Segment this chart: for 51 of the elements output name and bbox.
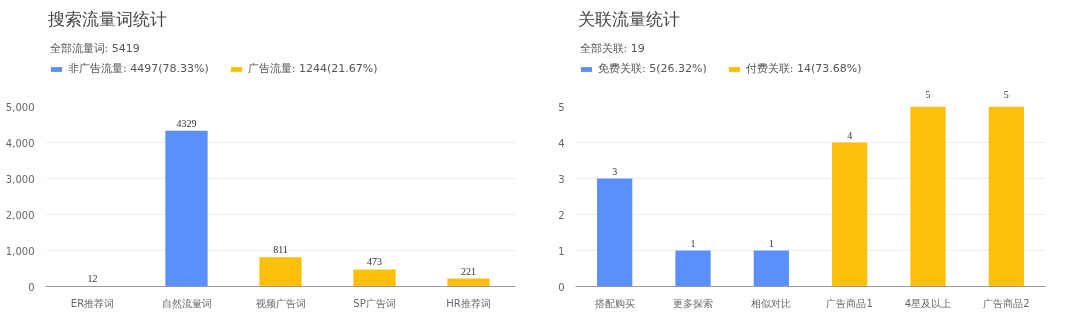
chart-subtitle: 全部关联: 19 [579, 41, 645, 55]
legend-label: 非广告流量: 4497(78.33%) [68, 61, 209, 76]
x-tick-label: 广告商品1 [826, 297, 873, 309]
legend-label: 付费关联: 14(73.68%) [745, 61, 862, 76]
data-label: 4329 [176, 117, 197, 129]
x-tick-label: SP广告词 [353, 297, 396, 309]
x-tick-label: 视频广告词 [255, 297, 306, 309]
chart-title: 关联流量统计 [577, 8, 680, 29]
y-tick-label: 0 [558, 281, 565, 293]
x-tick-label: 广告商品2 [983, 297, 1030, 309]
bar [165, 130, 208, 287]
x-tick-label: 自然流量词 [161, 297, 212, 309]
y-tick-label: 1,000 [5, 245, 35, 257]
bar [910, 106, 946, 287]
chart-subtitle: 全部流量词: 5419 [49, 41, 140, 55]
chart-title: 搜索流量词统计 [47, 8, 167, 29]
data-label: 5 [1003, 88, 1009, 100]
bar [988, 106, 1024, 287]
y-tick-label: 2 [558, 209, 565, 221]
y-tick-label: 1 [558, 245, 565, 257]
bar [675, 250, 711, 287]
x-tick-label: ER推荐词 [70, 297, 115, 309]
data-label: 221 [461, 265, 476, 277]
bar [832, 142, 868, 287]
bar [259, 257, 302, 287]
y-tick-label: 0 [28, 281, 35, 293]
x-tick-label: 更多探索 [673, 297, 713, 309]
x-tick-label: 相似对比 [751, 297, 792, 309]
data-label: 473 [367, 256, 382, 268]
y-tick-label: 3 [558, 173, 565, 185]
data-label: 811 [273, 244, 288, 256]
x-tick-label: 4星及以上 [904, 297, 952, 309]
y-tick-label: 5,000 [5, 101, 35, 113]
bar [753, 250, 789, 287]
data-label: 5 [925, 88, 931, 100]
y-tick-label: 3,000 [5, 173, 35, 185]
x-tick-label: 搭配购买 [594, 297, 635, 309]
data-label: 4 [847, 129, 853, 141]
bar [597, 178, 633, 287]
y-tick-label: 2,000 [5, 209, 35, 221]
bar [353, 269, 396, 287]
data-label: 3 [612, 165, 618, 177]
x-tick-label: HR推荐词 [446, 297, 491, 309]
legend-label: 广告流量: 1244(21.67%) [247, 61, 378, 76]
y-tick-label: 4,000 [5, 137, 35, 149]
y-tick-label: 5 [558, 101, 565, 113]
data-label: 1 [768, 237, 774, 249]
data-label: 1 [690, 237, 696, 249]
legend-label: 免费关联: 5(26.32%) [598, 61, 707, 76]
y-tick-label: 4 [558, 137, 565, 149]
data-label: 12 [87, 273, 98, 285]
